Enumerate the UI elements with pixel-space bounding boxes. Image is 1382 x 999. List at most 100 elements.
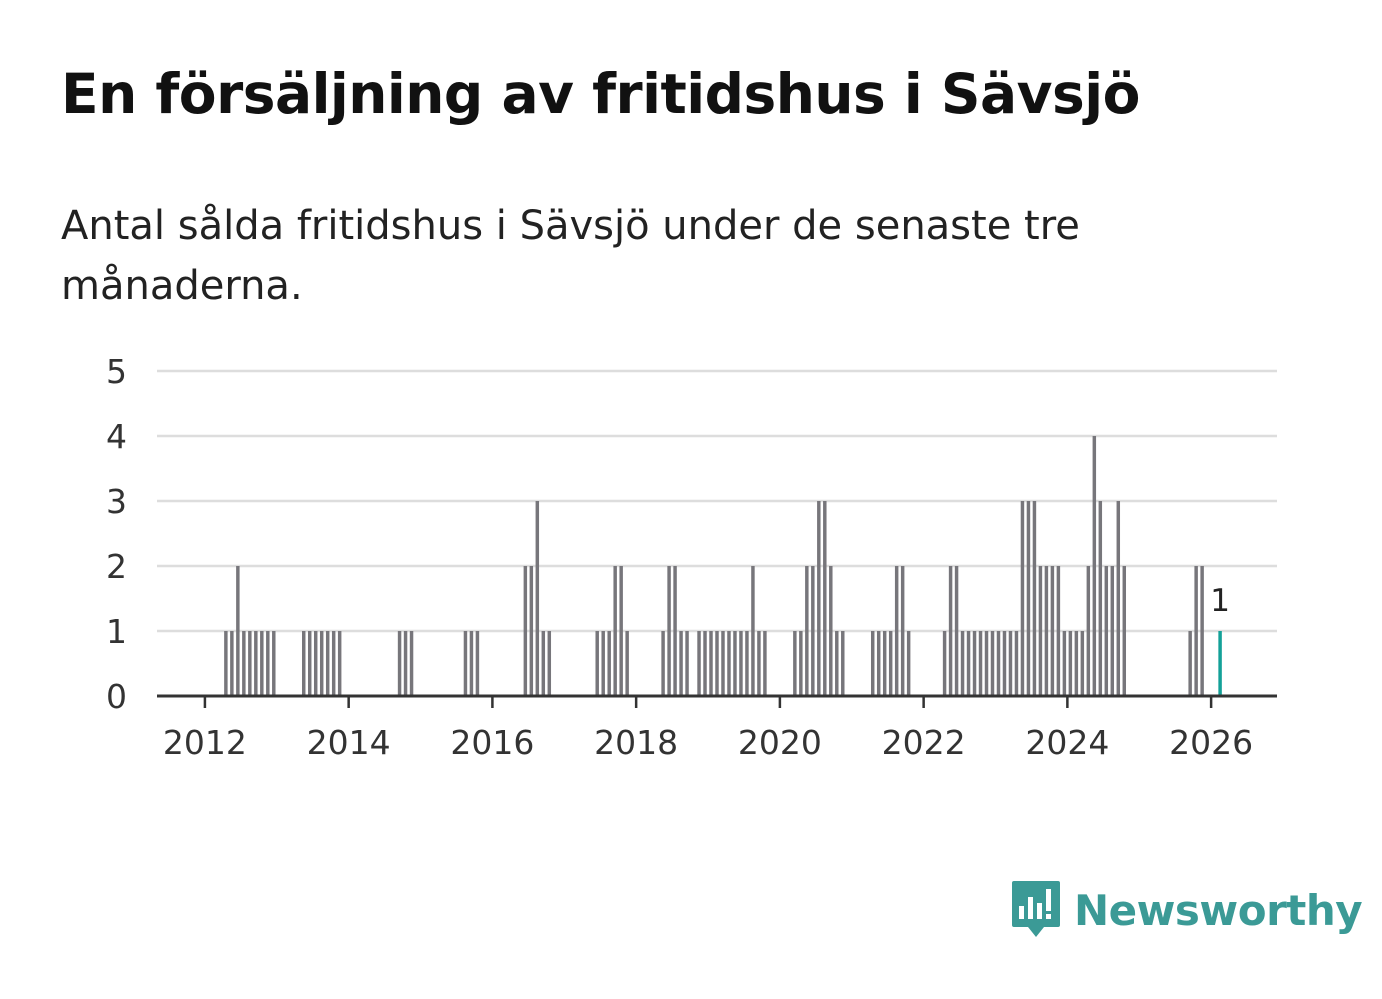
y-tick-label: 5 [106, 352, 127, 391]
bar [469, 631, 474, 696]
bar [613, 566, 617, 696]
bar [751, 566, 755, 696]
bar [1002, 631, 1007, 696]
bar [1110, 566, 1115, 696]
x-tick-label: 2012 [163, 723, 247, 762]
bar [230, 631, 234, 696]
bar [236, 566, 240, 696]
bar [260, 631, 264, 696]
bar [224, 631, 228, 696]
x-tick-label: 2022 [882, 723, 966, 762]
bar [529, 566, 534, 696]
bar [313, 631, 318, 696]
bar [799, 631, 803, 696]
bar [978, 631, 983, 696]
bar-highlighted [1218, 631, 1222, 696]
bar [1194, 566, 1198, 696]
bar [619, 566, 623, 696]
bar [1098, 501, 1103, 696]
bar [1116, 501, 1121, 696]
bars [224, 436, 1222, 696]
bar [607, 631, 611, 696]
bar [331, 631, 336, 696]
bar [397, 631, 402, 696]
bar [793, 631, 797, 696]
bar [745, 631, 749, 696]
bar [302, 631, 306, 696]
bar [841, 631, 845, 696]
bar [541, 631, 546, 696]
bar [1044, 566, 1049, 696]
bar [709, 631, 713, 696]
bar [894, 566, 899, 696]
bar [805, 566, 809, 696]
bar [1122, 566, 1127, 696]
x-tick-label: 2024 [1025, 723, 1109, 762]
y-tick-label: 2 [106, 547, 127, 586]
bar [337, 631, 342, 696]
bar [900, 566, 905, 696]
bar [1068, 631, 1073, 696]
bar [1104, 566, 1109, 696]
bar [948, 566, 953, 696]
bar [679, 631, 683, 696]
bar [409, 631, 414, 696]
bar [823, 501, 827, 696]
x-tick-label: 2018 [594, 723, 678, 762]
bar [1092, 436, 1097, 696]
bar [876, 631, 881, 696]
bar [1056, 566, 1061, 696]
bar [1086, 566, 1091, 696]
bar [739, 631, 743, 696]
bar [906, 631, 911, 696]
bar [242, 631, 246, 696]
bar [266, 631, 270, 696]
bar [954, 566, 959, 696]
x-tick-label: 2026 [1169, 723, 1253, 762]
bar [733, 631, 737, 696]
bar [1062, 631, 1067, 696]
bar [763, 631, 767, 696]
y-tick-label: 1 [106, 612, 127, 651]
bar [990, 631, 995, 696]
bar [1008, 631, 1013, 696]
newsworthy-logo-icon [1012, 881, 1060, 937]
bar [307, 631, 312, 696]
bar [984, 631, 989, 696]
bar [1200, 566, 1204, 696]
y-tick-label: 4 [106, 417, 127, 456]
bar [972, 631, 977, 696]
bar [1026, 501, 1031, 696]
y-tick-label: 0 [106, 677, 127, 716]
bar [272, 631, 276, 696]
x-tick-label: 2016 [450, 723, 534, 762]
bar [661, 631, 665, 696]
bar [1038, 566, 1043, 696]
bar [1032, 501, 1037, 696]
bar [319, 631, 324, 696]
bar [829, 566, 833, 696]
bar [835, 631, 839, 696]
bar [1020, 501, 1025, 696]
bar [703, 631, 707, 696]
bar [1188, 631, 1192, 696]
grid-lines [157, 369, 1277, 633]
x-tick-label: 2020 [738, 723, 822, 762]
bar [523, 566, 528, 696]
bar [942, 631, 947, 696]
bar [673, 566, 677, 696]
bar [248, 631, 252, 696]
bar [625, 631, 629, 696]
bar [817, 501, 821, 696]
bar [475, 631, 480, 696]
bar [403, 631, 408, 696]
bar [996, 631, 1001, 696]
data-label: 1 [1210, 583, 1230, 619]
brand-name: Newsworthy [1074, 885, 1363, 935]
page-title: En försäljning av fritidshus i Sävsjö [61, 62, 1140, 126]
bar [463, 631, 468, 696]
bar [1074, 631, 1079, 696]
bar [715, 631, 719, 696]
labels: 0 1 2 3 4 5 1 2012 2014 2016 2018 2020 2022 2024 2026 [106, 352, 1253, 762]
